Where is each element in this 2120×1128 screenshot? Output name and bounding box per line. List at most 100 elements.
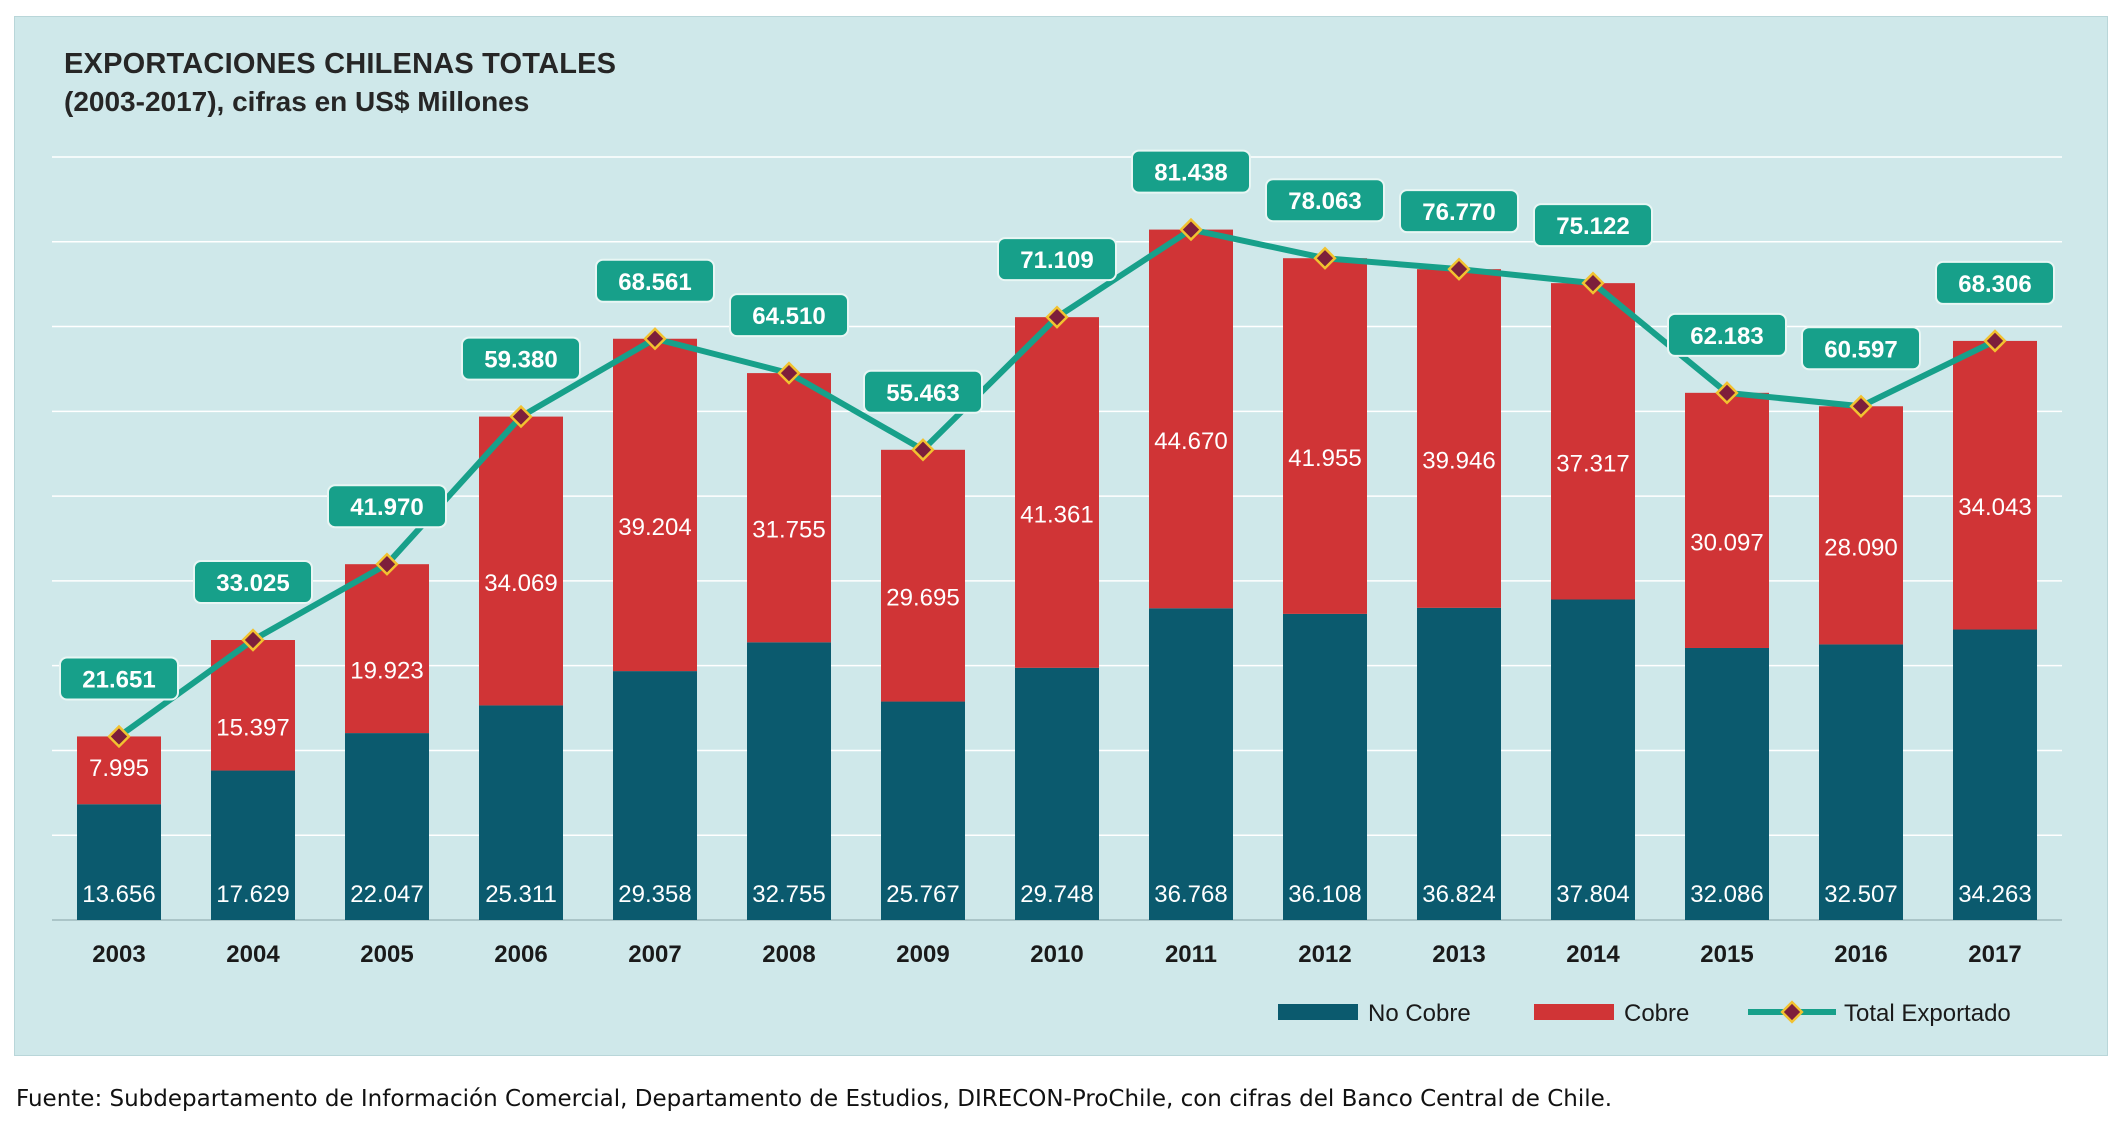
x-tick-label: 2009 [896, 941, 949, 968]
no-cobre-value-label: 36.824 [1422, 881, 1495, 908]
cobre-value-label: 41.361 [1020, 501, 1093, 528]
total-callout-box [1667, 312, 1787, 357]
total-marker [1983, 329, 2007, 353]
total-marker [1715, 381, 1739, 405]
total-value-label: 41.970 [350, 494, 423, 521]
cobre-value-label: 41.955 [1288, 445, 1361, 472]
x-tick-label: 2015 [1700, 941, 1753, 968]
total-value-label: 68.306 [1958, 271, 2031, 298]
x-axis: 2003 2004 2005 2006 2007 2008 2009 2010 2011 2012… [92, 941, 2021, 968]
legend: No Cobre Cobre Total Exportado [1278, 1000, 2011, 1027]
total-callout-box [1131, 149, 1251, 194]
total-callout-box [729, 293, 849, 338]
x-tick-label: 2006 [494, 941, 547, 968]
cobre-value-label: 29.695 [886, 585, 959, 612]
x-tick-label: 2012 [1298, 941, 1351, 968]
bar-cobre [1149, 229, 1233, 609]
x-tick-label: 2005 [360, 941, 413, 968]
cobre-value-label: 37.317 [1556, 450, 1629, 477]
x-tick-label: 2014 [1566, 941, 1620, 968]
total-value-label: 21.651 [82, 666, 155, 693]
total-value-label: 75.122 [1556, 213, 1629, 240]
total-callout-box [595, 258, 715, 303]
total-marker [1179, 217, 1203, 242]
total-callout-box [193, 560, 313, 605]
no-cobre-value-label: 22.047 [350, 881, 423, 908]
chart-subtitle: (2003-2017), cifras en US$ Millones [64, 86, 530, 117]
source-note: Fuente: Subdepartamento de Información C… [16, 1086, 1613, 1112]
total-callout-box [327, 484, 447, 529]
total-value-label: 55.463 [886, 380, 959, 407]
bar-cobre [1417, 269, 1501, 608]
bar-cobre [1551, 283, 1635, 600]
cobre-value-label: 34.043 [1958, 494, 2031, 521]
legend-label-cobre: Cobre [1624, 1000, 1689, 1027]
total-marker [911, 438, 935, 462]
bars [77, 229, 2037, 920]
total-value-label: 59.380 [484, 347, 557, 374]
total-marker [375, 552, 399, 576]
no-cobre-value-label: 32.086 [1690, 881, 1763, 908]
bar-cobre [479, 416, 563, 706]
legend-label-no-cobre: No Cobre [1368, 1000, 1471, 1027]
total-callout-box [997, 237, 1117, 282]
total-value-label: 68.561 [618, 269, 691, 296]
total-callout-box [1801, 326, 1921, 371]
bar-cobre [881, 449, 965, 702]
total-marker [107, 724, 131, 749]
bar-cobre [1819, 406, 1903, 645]
bar-cobre [1015, 317, 1099, 668]
no-cobre-value-label: 25.311 [485, 881, 557, 908]
x-tick-label: 2010 [1030, 941, 1083, 968]
bar-no-cobre [345, 733, 429, 920]
no-cobre-value-label: 29.358 [618, 881, 691, 908]
bar-cobre [1953, 340, 2037, 630]
bar-no-cobre [1283, 613, 1367, 920]
no-cobre-value-label: 13.656 [82, 881, 155, 908]
no-cobre-value-label: 37.804 [1556, 881, 1629, 908]
no-cobre-value-label: 32.755 [752, 881, 825, 908]
cobre-value-label: 19.923 [350, 658, 423, 685]
total-callout-box [1399, 189, 1519, 234]
total-value-label: 60.597 [1824, 336, 1897, 363]
legend-swatch-cobre [1534, 1004, 1614, 1020]
total-callout-box [863, 369, 983, 414]
x-tick-label: 2016 [1834, 941, 1887, 968]
total-marker [777, 361, 801, 385]
no-cobre-value-label: 17.629 [216, 881, 289, 908]
cobre-value-label: 39.946 [1422, 447, 1495, 474]
total-value-label: 71.109 [1020, 247, 1093, 274]
total-value-label: 64.510 [752, 303, 825, 330]
total-value-label: 81.438 [1154, 160, 1227, 187]
legend-label-total: Total Exportado [1844, 1000, 2011, 1027]
bar-no-cobre [613, 671, 697, 920]
data-labels: 13.656 7.995 17.629 15.397 22.047 19.923 25.31… [59, 149, 2055, 908]
no-cobre-value-label: 34.263 [1958, 881, 2031, 908]
bar-no-cobre [211, 770, 295, 920]
total-value-label: 76.770 [1422, 199, 1495, 226]
cobre-value-label: 28.090 [1824, 534, 1897, 561]
total-marker [1313, 246, 1337, 270]
no-cobre-value-label: 25.767 [886, 881, 959, 908]
bar-no-cobre [881, 701, 965, 920]
bar-no-cobre [1015, 667, 1099, 920]
x-tick-label: 2017 [1968, 941, 2021, 968]
cobre-value-label: 7.995 [89, 755, 149, 782]
no-cobre-value-label: 36.768 [1154, 881, 1227, 908]
total-marker [509, 404, 533, 429]
bar-no-cobre [1551, 599, 1635, 920]
bar-cobre [1685, 392, 1769, 648]
total-callout-box [1265, 178, 1385, 223]
bar-no-cobre [479, 705, 563, 920]
bar-no-cobre [1819, 644, 1903, 920]
chart-title: EXPORTACIONES CHILENAS TOTALES [64, 48, 617, 80]
bar-no-cobre [1149, 608, 1233, 920]
x-tick-label: 2007 [628, 941, 681, 968]
cobre-value-label: 30.097 [1690, 529, 1763, 556]
bar-cobre [747, 373, 831, 643]
bar-no-cobre [77, 804, 161, 920]
total-value-label: 62.183 [1690, 323, 1763, 350]
total-marker [643, 327, 667, 351]
cobre-value-label: 34.069 [484, 570, 557, 597]
legend-swatch-total-marker [1780, 1000, 1804, 1024]
